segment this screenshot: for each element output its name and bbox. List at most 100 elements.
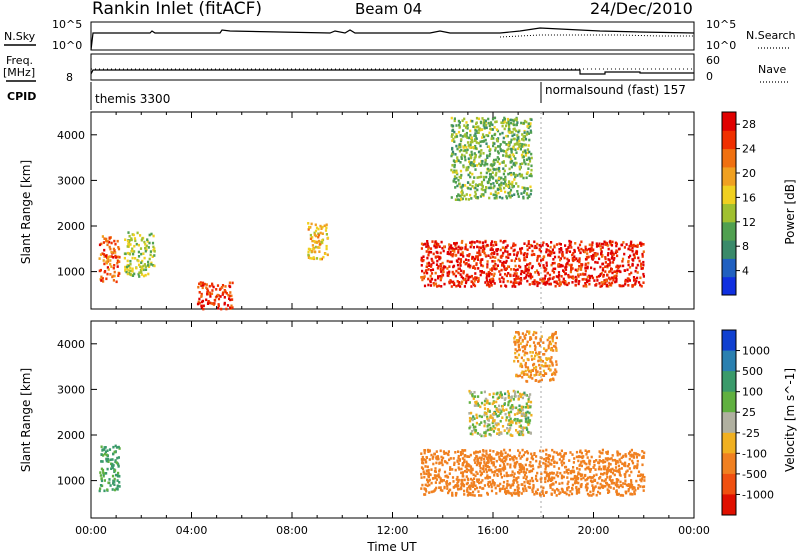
echo-cell bbox=[98, 243, 102, 247]
echo-cell bbox=[231, 298, 234, 301]
echo-cell bbox=[309, 226, 312, 229]
echo-cell bbox=[150, 232, 153, 236]
echo-cell bbox=[514, 395, 517, 398]
echo-cell bbox=[592, 474, 596, 477]
echo-cell bbox=[507, 128, 510, 131]
colorbar-swatch bbox=[722, 350, 736, 372]
echo-cell bbox=[517, 275, 520, 279]
echo-cell bbox=[475, 262, 478, 265]
echo-cell bbox=[525, 273, 528, 277]
echo-cell bbox=[600, 272, 603, 275]
echo-cell bbox=[542, 264, 545, 267]
freq-unit-label: [MHz] bbox=[3, 66, 35, 79]
cpid-label: CPID bbox=[7, 90, 36, 103]
colorbar-swatch bbox=[722, 330, 736, 352]
echo-cell bbox=[99, 268, 102, 272]
echo-cell bbox=[486, 399, 489, 403]
echo-cell bbox=[127, 264, 131, 268]
echo-cell bbox=[500, 183, 503, 187]
echo-cell bbox=[456, 460, 459, 463]
echo-cell bbox=[210, 302, 213, 305]
echo-cell bbox=[514, 243, 517, 247]
echo-cell bbox=[535, 246, 538, 250]
echo-cell bbox=[642, 489, 645, 492]
echo-cell bbox=[538, 248, 541, 252]
echo-cell bbox=[618, 471, 621, 474]
echo-cell bbox=[459, 264, 462, 267]
echo-cell bbox=[462, 165, 465, 169]
echo-cell bbox=[509, 157, 513, 161]
echo-cell bbox=[580, 485, 583, 489]
echo-cell bbox=[538, 281, 541, 285]
echo-cell bbox=[482, 193, 485, 196]
echo-cell bbox=[617, 485, 621, 489]
velocity-colorbar-label: Velocity [m s^-1] bbox=[783, 368, 797, 472]
echo-cell bbox=[461, 463, 464, 466]
echo-cell bbox=[539, 278, 542, 281]
echo-cell bbox=[529, 273, 532, 276]
echo-cell bbox=[588, 494, 591, 497]
echo-cell bbox=[535, 351, 538, 355]
echo-cell bbox=[462, 270, 465, 273]
echo-cell bbox=[555, 494, 558, 497]
echo-cell bbox=[427, 450, 430, 453]
echo-cell bbox=[505, 134, 508, 138]
echo-cell bbox=[321, 232, 324, 235]
echo-cell bbox=[526, 481, 530, 484]
echo-cell bbox=[622, 284, 625, 288]
echo-cell bbox=[524, 266, 527, 270]
echo-cell bbox=[457, 478, 460, 482]
echo-cell bbox=[641, 473, 645, 477]
echo-cell bbox=[491, 416, 494, 419]
echo-cell bbox=[476, 245, 479, 249]
echo-cell bbox=[459, 139, 463, 143]
echo-cell bbox=[450, 154, 453, 158]
echo-cell bbox=[616, 480, 619, 483]
echo-cell bbox=[227, 293, 230, 297]
echo-cell bbox=[315, 226, 319, 230]
echo-cell bbox=[452, 265, 455, 269]
x-tick-label: 04:00 bbox=[176, 524, 208, 537]
echo-cell bbox=[103, 479, 106, 482]
echo-cell bbox=[514, 118, 517, 121]
echo-cell bbox=[499, 280, 502, 283]
echo-cell bbox=[608, 270, 611, 274]
echo-cell bbox=[435, 461, 438, 465]
echo-cell bbox=[479, 163, 483, 167]
echo-cell bbox=[115, 461, 118, 464]
echo-cell bbox=[420, 476, 423, 479]
echo-cell bbox=[530, 156, 533, 160]
echo-cell bbox=[585, 257, 588, 261]
echo-cell bbox=[482, 271, 486, 274]
echo-cell bbox=[504, 455, 507, 459]
echo-cell bbox=[101, 460, 104, 463]
echo-cell bbox=[99, 471, 102, 474]
echo-cell bbox=[511, 134, 514, 138]
echo-cell bbox=[116, 484, 119, 488]
echo-cell bbox=[544, 281, 547, 285]
echo-cell bbox=[494, 146, 497, 150]
echo-cell bbox=[525, 192, 529, 195]
echo-cell bbox=[116, 473, 119, 477]
echo-cell bbox=[630, 479, 633, 482]
echo-cell bbox=[524, 373, 527, 376]
echo-cell bbox=[488, 433, 491, 436]
echo-cell bbox=[624, 482, 627, 485]
echo-cell bbox=[446, 461, 449, 465]
echo-cell bbox=[138, 271, 141, 274]
echo-cell bbox=[506, 480, 509, 483]
echo-cell bbox=[519, 166, 522, 169]
echo-cell bbox=[635, 453, 638, 456]
echo-cell bbox=[130, 237, 133, 240]
colorbar-frame bbox=[721, 329, 737, 516]
echo-cell bbox=[594, 260, 597, 264]
echo-cell bbox=[479, 466, 482, 470]
echo-cell bbox=[509, 182, 512, 186]
echo-cell bbox=[108, 240, 111, 244]
echo-cell bbox=[492, 461, 495, 465]
echo-cell bbox=[126, 259, 129, 263]
echo-cell bbox=[448, 280, 451, 284]
echo-cell bbox=[535, 331, 538, 335]
echo-cell bbox=[216, 284, 220, 287]
echo-cell bbox=[103, 489, 106, 493]
